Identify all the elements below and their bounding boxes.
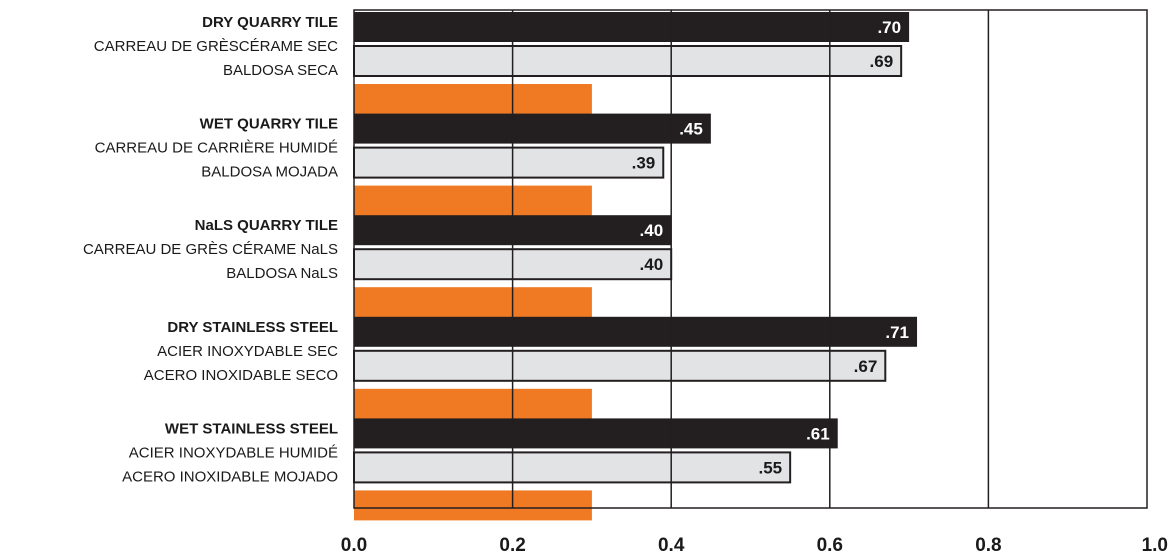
bar-series2	[353, 451, 792, 484]
category-sublabel: ACIER INOXYDABLE HUMIDÉ	[129, 444, 338, 461]
category-label-layer: DRY QUARRY TILE CARREAU DE GRÈSCÉRAME SEC…	[83, 14, 338, 485]
x-tick-layer: 0.0 0.2 0.4 0.6 0.8 1.0	[341, 535, 1168, 556]
category-sublabel: BALDOSA MOJADA	[201, 164, 338, 181]
x-tick-label: 0.0	[341, 535, 367, 556]
bar-series1	[354, 418, 838, 449]
bar-series2	[353, 146, 665, 179]
category-sublabel: CARREAU DE GRÈSCÉRAME SEC	[94, 38, 338, 55]
band-bar	[354, 490, 592, 521]
bar-series2	[353, 349, 887, 382]
category-sublabel: CARREAU DE CARRIÈRE HUMIDÉ	[95, 140, 338, 157]
x-tick-label: 0.8	[975, 535, 1001, 556]
bar-series1	[354, 12, 910, 42]
value-label-series2: .39	[632, 154, 656, 173]
category-sublabel: CARREAU DE GRÈS CÉRAME NaLS	[83, 241, 338, 258]
category-sublabel: ACERO INOXIDABLE SECO	[144, 367, 338, 384]
bar-series1	[354, 316, 918, 347]
category-sublabel: ACERO INOXIDABLE MOJADO	[122, 468, 338, 485]
category-label: WET QUARRY TILE	[200, 116, 338, 133]
value-label-series2: .69	[870, 52, 894, 71]
plot-border	[353, 9, 1148, 509]
category-label: DRY QUARRY TILE	[202, 14, 338, 31]
value-label-series1: .40	[640, 221, 664, 240]
band-bar	[354, 388, 592, 419]
band-bar	[354, 185, 592, 216]
category-sublabel: ACIER INOXYDABLE SEC	[157, 343, 338, 360]
bar-series1	[354, 113, 711, 144]
value-label-series1: .70	[877, 18, 901, 37]
x-tick-label: 0.6	[817, 535, 843, 556]
category-sublabel: BALDOSA NaLS	[226, 265, 338, 282]
value-label-series2: .55	[759, 458, 783, 477]
value-label-series2: .67	[854, 357, 878, 376]
grid-layer	[353, 9, 1148, 509]
band-bar	[354, 84, 592, 114]
value-label-series1: .45	[679, 120, 703, 139]
category-sublabel: BALDOSA SECA	[223, 62, 338, 79]
x-tick-label: 0.2	[499, 535, 525, 556]
value-label-layer: .70 .69 .45 .39 .40 .40 .71 .67 .61 .55	[632, 18, 909, 477]
band-bar	[354, 287, 592, 318]
bar-series2	[353, 45, 903, 77]
value-label-series1: .61	[806, 424, 830, 443]
x-tick-label: 0.4	[658, 535, 685, 556]
value-label-series1: .71	[885, 323, 909, 342]
category-label: NaLS QUARRY TILE	[195, 217, 338, 234]
category-label: DRY STAINLESS STEEL	[167, 319, 338, 336]
value-label-series2: .40	[640, 255, 664, 274]
category-label: WET STAINLESS STEEL	[165, 420, 338, 437]
x-tick-label: 1.0	[1142, 535, 1168, 556]
